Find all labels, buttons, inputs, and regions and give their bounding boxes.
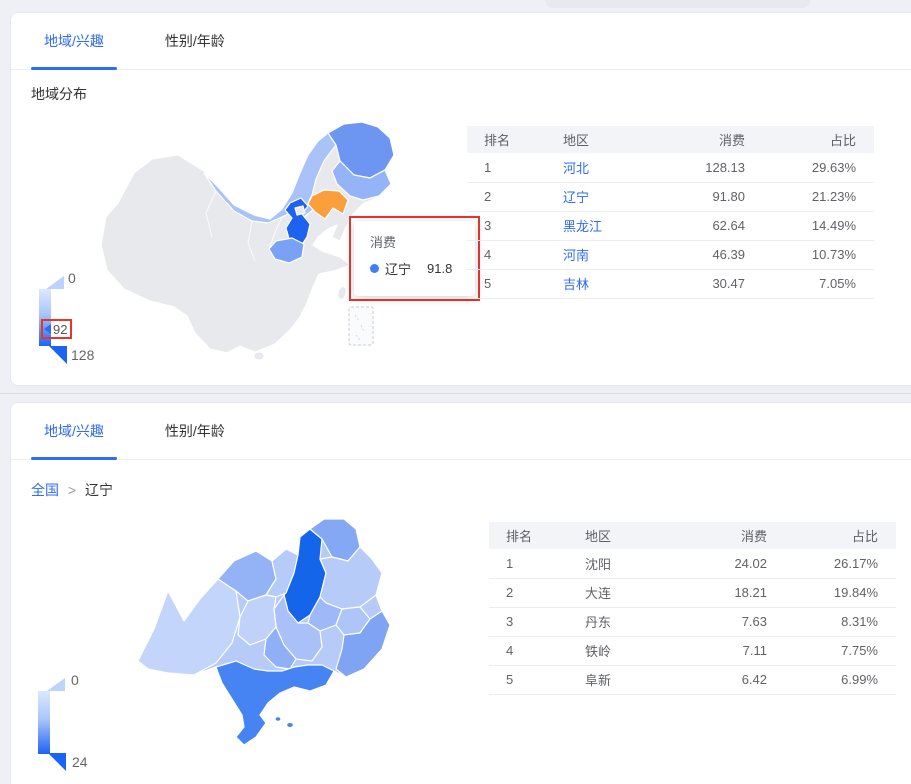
province-border-hint [205, 190, 217, 238]
city-yingkou[interactable] [263, 626, 297, 670]
table-row: 3 黑龙江 62.64 14.49% [467, 211, 874, 241]
visualmap-legend: 0 92 128 [37, 268, 122, 378]
col-region: 地区 [542, 126, 657, 153]
table-row: 2 大连 18.21 19.84% [489, 578, 896, 608]
city-name: 大连 [564, 578, 679, 608]
liaoning-map [96, 511, 406, 761]
legend-min-label: 0 [71, 672, 79, 688]
breadcrumb: 全国 > 辽宁 [31, 480, 113, 500]
province-border-hint [268, 216, 283, 250]
legend-marker-annotation: 92 [41, 319, 73, 339]
tooltip-annotation-box: 消费 辽宁 91.8 [349, 216, 480, 301]
island-hainan [254, 352, 264, 360]
page-top-shadow [545, 0, 810, 8]
city-name: 铁岭 [564, 636, 679, 666]
page-title: 地域分布 [31, 86, 87, 102]
city-jinzhou-panjin[interactable] [237, 594, 277, 646]
col-rank: 排名 [467, 126, 542, 153]
south-china-sea-inset [348, 306, 374, 346]
tab-region-interest[interactable]: 地域/兴趣 [31, 13, 117, 70]
island-taiwan [338, 287, 346, 299]
breadcrumb-national-link[interactable]: 全国 [31, 482, 59, 498]
province-liaoning-highlighted[interactable] [307, 189, 349, 220]
legend-marker-value: 92 [53, 321, 68, 337]
region-link-hebei[interactable]: 河北 [563, 160, 590, 176]
table-row: 5 吉林 30.47 7.05% [467, 269, 874, 299]
col-consumption: 消费 [679, 522, 771, 549]
region-link-liaoning[interactable]: 辽宁 [563, 190, 590, 205]
national-rank-table: 排名 地区 消费 占比 1 河北 128.13 29.63% 2 辽宁 91.8… [467, 126, 874, 299]
legend-gradient-bar [38, 691, 50, 754]
legend-max-label: 24 [72, 754, 88, 770]
china-map-svg [100, 120, 396, 360]
breadcrumb-current: 辽宁 [84, 482, 113, 498]
liaoning-map-svg [137, 518, 391, 746]
province-heilongjiang[interactable] [327, 121, 395, 179]
map-tooltip: 消费 辽宁 91.8 [354, 221, 475, 296]
province-rank-table: 排名 地区 消费 占比 1 沈阳 24.02 26.17% 2 大连 18.21… [489, 522, 896, 695]
series-dot-icon [370, 264, 379, 273]
table-header-row: 排名 地区 消费 占比 [489, 522, 896, 549]
tab-bar: 地域/兴趣 性别/年龄 [11, 403, 911, 460]
visualmap-legend: 0 24 [36, 668, 121, 780]
table-row: 5 阜新 6.42 6.99% [489, 665, 896, 695]
national-region-card: 地域/兴趣 性别/年龄 地域分布 0 [10, 12, 911, 386]
region-link-heilongjiang[interactable]: 黑龙江 [563, 219, 603, 234]
breadcrumb-separator: > [67, 482, 77, 498]
city-name: 丹东 [564, 607, 679, 637]
table-row: 3 丹东 7.63 8.31% [489, 607, 896, 637]
dalian-island [275, 717, 281, 721]
col-share: 占比 [771, 522, 896, 549]
province-jilin[interactable] [331, 160, 392, 201]
table-row: 4 铁岭 7.11 7.75% [489, 636, 896, 666]
col-rank: 排名 [489, 522, 564, 549]
legend-min-label: 0 [68, 270, 76, 286]
table-row: 1 河北 128.13 29.63% [467, 153, 874, 183]
province-beijing-gap [294, 205, 306, 216]
tooltip-title: 消费 [370, 235, 397, 250]
city-name: 沈阳 [564, 549, 679, 579]
table-row: 4 河南 46.39 10.73% [467, 240, 874, 270]
legend-handle-max [48, 753, 66, 771]
col-consumption: 消费 [657, 126, 749, 153]
tab-gender-age[interactable]: 性别/年龄 [164, 33, 225, 49]
table-row: 1 沈阳 24.02 26.17% [489, 549, 896, 579]
city-name: 阜新 [564, 665, 679, 695]
tab-bar: 地域/兴趣 性别/年龄 [11, 13, 911, 70]
china-map [56, 111, 461, 369]
city-chaoyang[interactable] [137, 578, 241, 676]
legend-handle-min [47, 678, 65, 691]
tab-region-interest[interactable]: 地域/兴趣 [31, 403, 117, 460]
province-border-hint [247, 220, 256, 262]
region-link-jilin[interactable]: 吉林 [563, 277, 590, 292]
region-link-henan[interactable]: 河南 [563, 248, 590, 263]
city-dandong[interactable] [335, 610, 391, 678]
legend-handle-max [49, 346, 67, 364]
city-dalian[interactable] [215, 660, 335, 746]
col-share: 占比 [749, 126, 874, 153]
legend-handle-min [46, 276, 64, 289]
city-fushun[interactable] [307, 596, 343, 632]
section-divider [0, 393, 911, 394]
col-region: 地区 [564, 522, 679, 549]
tooltip-region: 辽宁 [385, 262, 412, 277]
table-header-row: 排名 地区 消费 占比 [467, 126, 874, 153]
tab-gender-age[interactable]: 性别/年龄 [164, 423, 225, 439]
table-row: 2 辽宁 91.80 21.23% [467, 182, 874, 212]
legend-max-label: 128 [71, 347, 95, 363]
tooltip-value: 91.8 [427, 261, 453, 276]
province-region-card: 地域/兴趣 性别/年龄 全国 > 辽宁 0 [10, 402, 911, 784]
province-henan[interactable] [268, 237, 305, 264]
dalian-island [287, 723, 293, 727]
legend-marker-arrow-icon [44, 324, 51, 334]
